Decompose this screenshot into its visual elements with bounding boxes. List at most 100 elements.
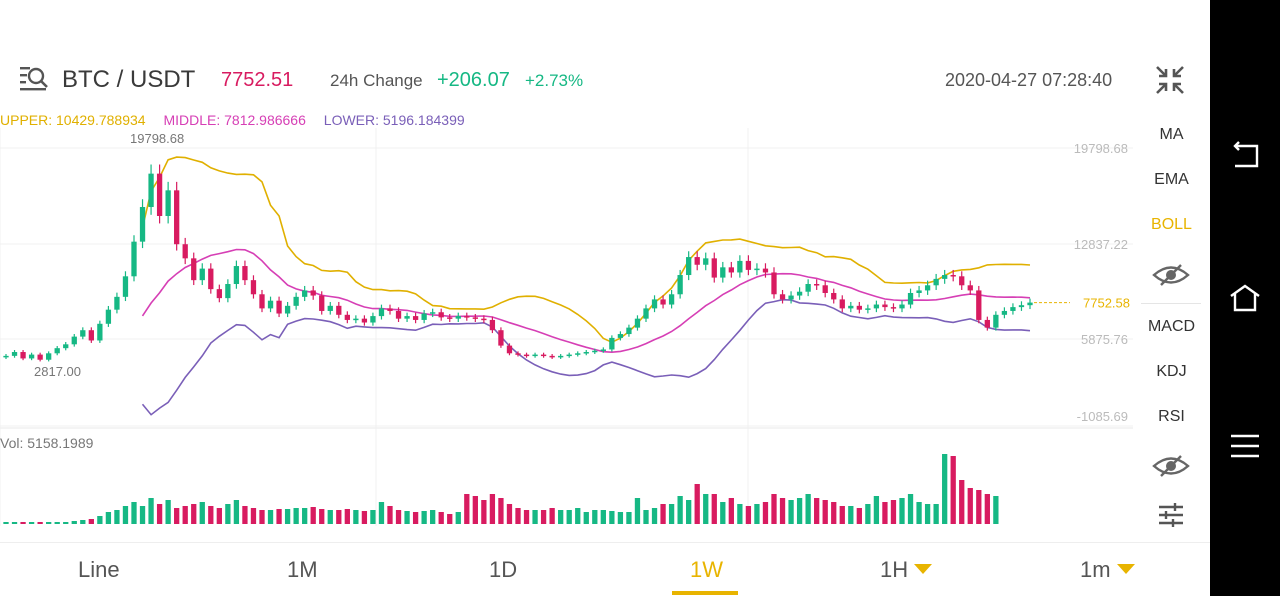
volume-bar <box>3 522 9 524</box>
eye-icon[interactable] <box>1152 453 1190 479</box>
volume-bar <box>37 522 43 524</box>
candle-body <box>267 300 274 309</box>
collapse-icon[interactable] <box>1154 64 1186 96</box>
candle-body <box>353 318 359 321</box>
current-price-label: 7752.58 <box>1083 296 1130 311</box>
tab-line[interactable]: Line <box>78 557 120 582</box>
volume-bar <box>267 510 274 524</box>
volume-bar <box>540 510 547 524</box>
volume-bar <box>532 510 538 524</box>
interval-tabbar: Line 1M 1D 1W 1H 1m <box>0 542 1210 596</box>
candle-body <box>216 289 222 299</box>
trading-pair[interactable]: BTC / USDT <box>62 66 196 93</box>
volume-bar <box>873 496 880 524</box>
candle-body <box>805 284 811 292</box>
volume-bar <box>46 522 52 524</box>
candle-body <box>959 276 965 286</box>
eye-icon[interactable] <box>1152 262 1190 288</box>
back-icon[interactable] <box>1227 138 1263 174</box>
candle-body <box>156 173 163 216</box>
volume-bar <box>131 502 137 524</box>
volume-bar <box>558 510 564 524</box>
indicator-macd[interactable]: MACD <box>1147 318 1196 335</box>
candle-body <box>720 267 726 278</box>
tab-1d[interactable]: 1D <box>489 557 518 582</box>
tab-1m-minute[interactable]: 1m <box>1080 557 1135 583</box>
volume-label: Vol: 5158.1989 <box>0 435 94 451</box>
home-icon[interactable] <box>1227 280 1263 316</box>
volume-bar <box>11 522 18 524</box>
volume-bar <box>566 510 572 524</box>
candle-body <box>191 258 197 281</box>
volume-bar <box>498 498 504 524</box>
indicator-ema[interactable]: EMA <box>1154 171 1189 188</box>
indicator-kdj[interactable]: KDJ <box>1156 363 1187 380</box>
candle-body <box>3 355 9 358</box>
candle-body <box>762 268 769 273</box>
volume-bar <box>250 508 257 524</box>
candle-body <box>404 316 410 319</box>
settings-sliders-icon[interactable] <box>1158 502 1184 528</box>
volume-bar <box>745 506 752 524</box>
max-price-label: 19798.68 <box>130 131 184 146</box>
volume-bar <box>20 522 26 524</box>
candle-body <box>412 316 419 320</box>
volume-bar <box>242 506 248 524</box>
candle-body <box>11 352 18 356</box>
volume-bar <box>412 512 419 524</box>
volume-bar <box>515 508 521 524</box>
candle-body <box>430 312 436 314</box>
volume-bar <box>805 494 811 524</box>
volume-bar <box>703 494 709 524</box>
volume-bar <box>310 507 316 524</box>
candle-body <box>942 275 948 279</box>
volume-bar <box>779 498 786 524</box>
price-chart[interactable]: 19798.68 12837.22 5875.76 -1085.69 2017-08-1… <box>0 128 1133 528</box>
candle-body <box>421 313 427 320</box>
candle-body <box>592 350 598 353</box>
candle-body <box>711 258 717 278</box>
volume-bar <box>122 506 129 524</box>
candle-body <box>208 268 214 290</box>
indicator-ma[interactable]: MA <box>1159 126 1184 143</box>
candle-body <box>779 294 786 300</box>
tab-1w[interactable]: 1W <box>690 557 723 582</box>
volume-bar <box>950 456 956 524</box>
volume-bar <box>942 454 948 524</box>
candle-body <box>686 257 692 276</box>
candle-body <box>284 305 291 314</box>
candle-body <box>233 266 240 285</box>
candle-body <box>472 317 478 319</box>
volume-bar <box>370 510 376 524</box>
market-list-icon[interactable] <box>18 64 50 94</box>
x-tick-label: 2018-08-06 <box>338 526 400 528</box>
indicator-boll[interactable]: BOLL <box>1151 216 1192 233</box>
volume-bar <box>720 502 726 524</box>
candle-body <box>481 318 487 321</box>
system-navbar <box>1210 0 1280 596</box>
volume-bar <box>933 504 939 524</box>
indicator-divider <box>1141 303 1201 304</box>
volume-bar <box>737 504 743 524</box>
candle-body <box>839 299 845 309</box>
candle-body <box>822 285 828 293</box>
tab-1m-month[interactable]: 1M <box>287 557 318 582</box>
candle-body <box>182 244 188 259</box>
tab-1h[interactable]: 1H <box>880 557 933 583</box>
volume-bar <box>464 494 470 524</box>
candle-body <box>250 280 257 295</box>
candle-body <box>668 294 675 305</box>
candle-body <box>489 319 496 331</box>
menu-icon[interactable] <box>1227 428 1263 464</box>
candle-body <box>873 304 880 309</box>
candle-body <box>20 352 26 359</box>
candle-body <box>498 330 504 346</box>
volume-bar <box>575 508 581 524</box>
volume-bar <box>890 500 897 524</box>
volume-bar <box>259 510 265 524</box>
candle-body <box>139 207 146 242</box>
volume-bar <box>447 514 453 524</box>
indicator-rsi[interactable]: RSI <box>1158 408 1185 425</box>
candle-body <box>242 266 248 281</box>
candle-body <box>882 304 888 308</box>
